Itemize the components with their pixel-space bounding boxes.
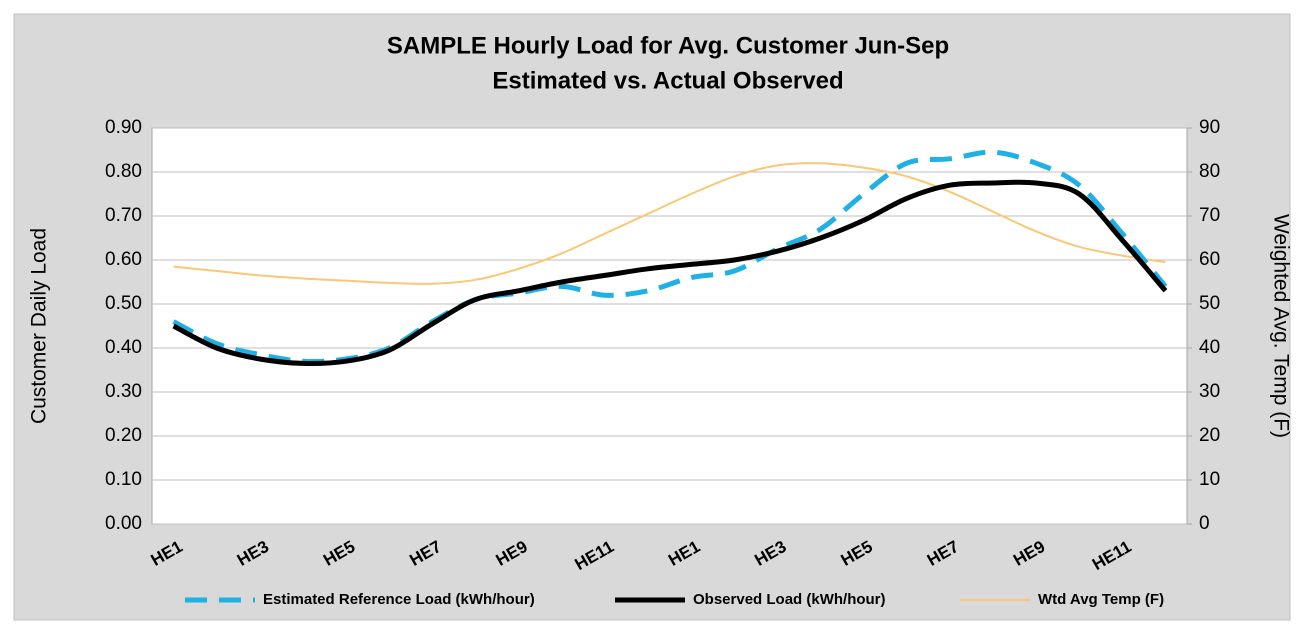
y2-tick-label: 30	[1199, 381, 1220, 402]
y-tick-label: 0.80	[105, 161, 142, 182]
plot-area	[151, 127, 1188, 525]
y-tick-label: 0.20	[105, 425, 142, 446]
legend-label: Estimated Reference Load (kWh/hour)	[263, 591, 535, 608]
legend-label: Observed Load (kWh/hour)	[693, 591, 886, 608]
y-axis-label: Customer Daily Load	[28, 228, 51, 424]
y2-tick-label: 20	[1199, 425, 1220, 446]
legend-label: Wtd Avg Temp (F)	[1038, 591, 1164, 608]
y2-tick-label: 50	[1199, 293, 1220, 314]
y-tick-label: 0.00	[105, 513, 142, 534]
y2-tick-label: 70	[1199, 205, 1220, 226]
y2-axis-label: Weighted Avg. Temp (F)	[1269, 214, 1292, 438]
y2-tick-label: 0	[1199, 513, 1210, 534]
y2-tick-label: 10	[1199, 469, 1220, 490]
y-tick-label: 0.50	[105, 293, 142, 314]
y-tick-label: 0.90	[105, 117, 142, 138]
y-tick-label: 0.30	[105, 381, 142, 402]
y2-tick-label: 60	[1199, 249, 1220, 270]
chart-subtitle: Estimated vs. Actual Observed	[492, 67, 843, 94]
y-tick-label: 0.70	[105, 205, 142, 226]
y2-tick-label: 80	[1199, 161, 1220, 182]
chart-title: SAMPLE Hourly Load for Avg. Customer Jun…	[387, 32, 949, 59]
y-tick-label: 0.60	[105, 249, 142, 270]
y2-tick-label: 40	[1199, 337, 1220, 358]
series-line	[172, 179, 1168, 367]
y-tick-label: 0.10	[105, 469, 142, 490]
y2-tick-label: 90	[1199, 117, 1220, 138]
y-tick-label: 0.40	[105, 337, 142, 358]
series-line	[173, 162, 1166, 285]
